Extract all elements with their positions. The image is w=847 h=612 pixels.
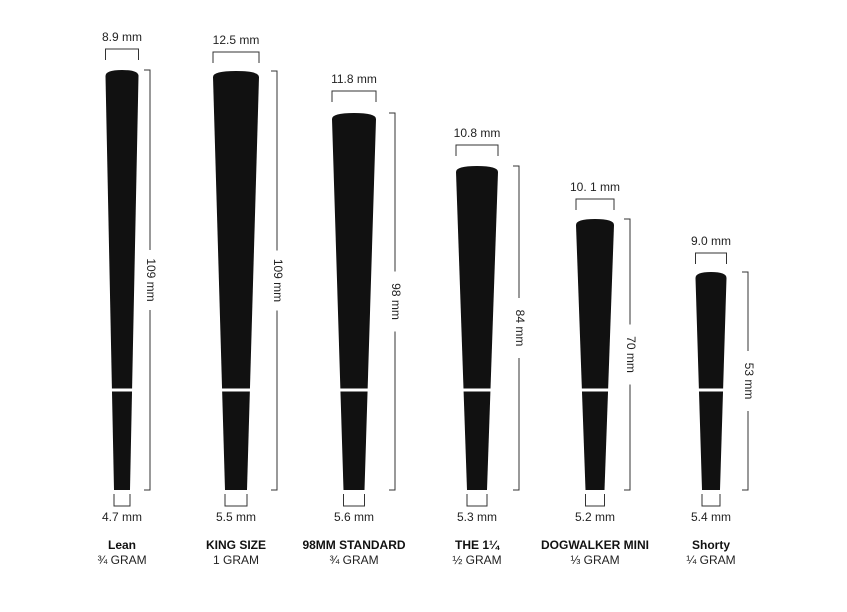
length: 53 mm (742, 363, 756, 400)
cone-name: KING SIZE (206, 538, 266, 552)
filter-band (221, 388, 251, 392)
cone-weight: ⅓ GRAM (570, 553, 619, 567)
top-diameter: 10.8 mm (454, 126, 501, 140)
bottom-diameter: 5.5 mm (216, 510, 256, 524)
cone-name: Lean (108, 538, 136, 552)
cone-name: THE 1¼ (455, 538, 500, 552)
top-bracket (105, 48, 139, 60)
top-diameter: 10. 1 mm (570, 180, 620, 194)
cone-name: Shorty (692, 538, 730, 552)
bottom-bracket (224, 494, 248, 507)
cone-item: 10.8 mm 84 mm 5.3 mm THE 1¼½ GRAM (452, 126, 527, 567)
cone-weight: 1 GRAM (213, 553, 259, 567)
bottom-bracket (466, 494, 488, 507)
bottom-bracket (113, 494, 131, 507)
bottom-diameter: 5.3 mm (457, 510, 497, 524)
filter-band (110, 388, 134, 392)
length-line (624, 218, 631, 491)
cone-weight: ½ GRAM (452, 553, 501, 567)
cone (456, 166, 498, 490)
bottom-diameter: 4.7 mm (102, 510, 142, 524)
cone-weight: ¾ GRAM (97, 553, 146, 567)
top-bracket (212, 51, 260, 63)
length: 109 mm (271, 259, 285, 302)
top-bracket (455, 144, 499, 156)
length: 70 mm (624, 336, 638, 373)
filter-band (462, 388, 492, 392)
bottom-bracket (585, 494, 605, 507)
top-bracket (331, 90, 377, 102)
filter-band (698, 388, 724, 392)
length: 98 mm (389, 283, 403, 320)
top-diameter: 8.9 mm (102, 30, 142, 44)
length-line (271, 70, 278, 491)
cone-weight: ¾ GRAM (329, 553, 378, 567)
cone (695, 272, 727, 490)
length: 109 mm (144, 258, 158, 301)
length: 84 mm (513, 310, 527, 347)
cone (105, 70, 139, 490)
bottom-bracket (701, 494, 721, 507)
top-bracket (695, 252, 727, 264)
bottom-diameter: 5.2 mm (575, 510, 615, 524)
top-diameter: 11.8 mm (331, 72, 377, 86)
cone (332, 113, 376, 490)
bottom-diameter: 5.6 mm (334, 510, 374, 524)
cone-weight: ¼ GRAM (686, 553, 735, 567)
length-line (144, 69, 151, 491)
bottom-bracket (343, 494, 365, 507)
cone (213, 71, 259, 490)
bottom-diameter: 5.4 mm (691, 510, 731, 524)
length-line (742, 271, 749, 491)
filter-band (580, 388, 610, 392)
top-diameter: 12.5 mm (213, 33, 260, 47)
top-diameter: 9.0 mm (691, 234, 731, 248)
cone (576, 219, 614, 490)
length-line (389, 112, 396, 491)
length-line (513, 165, 520, 491)
cone-name: DOGWALKER MINI (541, 538, 649, 552)
top-bracket (575, 198, 615, 210)
filter-band (339, 388, 369, 392)
cone-name: 98MM STANDARD (302, 538, 405, 552)
